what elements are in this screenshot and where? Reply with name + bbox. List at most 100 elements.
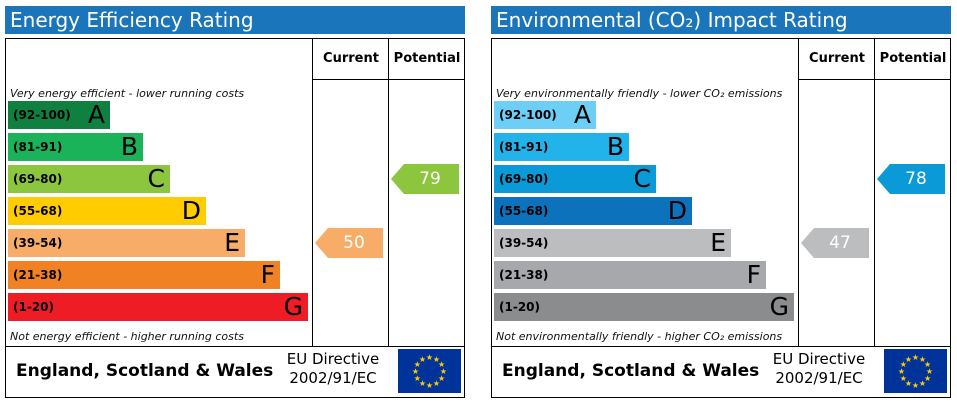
star-icon: ★ <box>433 379 440 388</box>
current-column-header: Current <box>809 51 865 66</box>
star-icon: ★ <box>419 379 426 388</box>
footer-country: England, Scotland & Wales <box>16 361 274 381</box>
potential-rating-value: 78 <box>905 169 927 189</box>
band-range-label: (55-68) <box>13 204 63 218</box>
directive-line-1: EU Directive <box>286 350 380 368</box>
star-icon: ★ <box>900 374 907 383</box>
current-arrow-shape <box>315 228 383 258</box>
star-icon: ★ <box>919 355 926 364</box>
header-divider <box>799 79 951 80</box>
environmental-impact-chart: Environmental (CO₂) Impact Rating Curren… <box>491 6 957 398</box>
band-letter: G <box>769 292 789 321</box>
star-icon: ★ <box>414 374 421 383</box>
band-range-label: (92-100) <box>13 108 71 122</box>
star-icon: ★ <box>919 379 926 388</box>
rating-band-c: (69-80) C <box>494 165 656 193</box>
star-icon: ★ <box>438 374 445 383</box>
current-rating-arrow: 50 <box>315 228 383 258</box>
rating-band-e: (39-54) E <box>8 229 245 257</box>
footer-directive: EU Directive 2002/91/EC <box>764 350 874 388</box>
rating-band-g: (1-20) G <box>8 293 308 321</box>
potential-column-header: Potential <box>393 51 461 66</box>
band-range-label: (55-68) <box>499 204 549 218</box>
band-range-label: (81-91) <box>499 140 549 154</box>
band-letter: E <box>224 228 240 257</box>
eu-flag-icon: ★ ★ ★ ★ ★ ★ ★ ★ ★ ★ ★ ★ <box>884 349 947 393</box>
star-icon: ★ <box>440 367 447 376</box>
band-range-label: (69-80) <box>499 172 549 186</box>
directive-line-1: EU Directive <box>772 350 866 368</box>
star-icon: ★ <box>426 353 433 362</box>
band-range-label: (39-54) <box>499 236 549 250</box>
band-letter: B <box>606 132 624 161</box>
star-icon: ★ <box>438 360 445 369</box>
star-icon: ★ <box>905 379 912 388</box>
chart-frame: Current Potential Very environmentally f… <box>491 38 951 398</box>
band-letter: C <box>633 164 651 193</box>
top-note: Very environmentally friendly - lower CO… <box>496 87 783 100</box>
rating-band-b: (81-91) B <box>494 133 629 161</box>
star-icon: ★ <box>924 360 931 369</box>
star-icon: ★ <box>905 355 912 364</box>
band-range-label: (21-38) <box>13 268 63 282</box>
band-letter: A <box>573 100 591 129</box>
rating-band-c: (69-80) C <box>8 165 170 193</box>
current-column-divider <box>798 39 799 346</box>
footer-directive: EU Directive 2002/91/EC <box>278 350 388 388</box>
potential-rating-arrow: 79 <box>391 164 459 194</box>
potential-column-divider <box>388 39 389 346</box>
star-icon: ★ <box>912 353 919 362</box>
directive-line-2: 2002/91/EC <box>775 369 863 387</box>
band-range-label: (1-20) <box>13 300 54 314</box>
band-letter: D <box>181 196 201 225</box>
band-range-label: (39-54) <box>13 236 63 250</box>
band-letter: D <box>667 196 687 225</box>
star-icon: ★ <box>900 360 907 369</box>
rating-band-e: (39-54) E <box>494 229 731 257</box>
potential-arrow-shape <box>877 164 945 194</box>
band-letter: C <box>147 164 165 193</box>
rating-band-a: (92-100) A <box>494 101 596 129</box>
bottom-note: Not environmentally friendly - higher CO… <box>496 330 783 343</box>
star-icon: ★ <box>433 355 440 364</box>
chart-title: Energy Efficiency Rating <box>5 6 465 34</box>
rating-band-b: (81-91) B <box>8 133 143 161</box>
band-letter: A <box>87 100 105 129</box>
footer-divider <box>6 346 464 347</box>
band-letter: F <box>260 260 275 289</box>
header-divider <box>313 79 465 80</box>
band-range-label: (21-38) <box>499 268 549 282</box>
star-icon: ★ <box>898 367 905 376</box>
eu-flag-icon: ★ ★ ★ ★ ★ ★ ★ ★ ★ ★ ★ ★ <box>398 349 461 393</box>
rating-band-f: (21-38) F <box>8 261 280 289</box>
current-rating-value: 47 <box>829 233 851 253</box>
band-letter: G <box>283 292 303 321</box>
star-icon: ★ <box>924 374 931 383</box>
current-arrow-shape <box>801 228 869 258</box>
band-range-label: (92-100) <box>499 108 557 122</box>
footer-divider <box>492 346 950 347</box>
current-rating-value: 50 <box>343 233 365 253</box>
band-range-label: (81-91) <box>13 140 63 154</box>
star-icon: ★ <box>412 367 419 376</box>
star-icon: ★ <box>912 381 919 390</box>
band-letter: F <box>746 260 761 289</box>
chart-frame: Current Potential Very energy efficient … <box>5 38 465 398</box>
bottom-note: Not energy efficient - higher running co… <box>10 330 244 343</box>
energy-efficiency-chart: Energy Efficiency Rating Current Potenti… <box>5 6 473 398</box>
band-letter: E <box>710 228 726 257</box>
current-rating-arrow: 47 <box>801 228 869 258</box>
band-range-label: (69-80) <box>13 172 63 186</box>
rating-band-d: (55-68) D <box>8 197 206 225</box>
band-letter: B <box>120 132 138 161</box>
top-note: Very energy efficient - lower running co… <box>10 87 245 100</box>
potential-column-divider <box>874 39 875 346</box>
potential-column-header: Potential <box>879 51 947 66</box>
star-icon: ★ <box>419 355 426 364</box>
potential-arrow-shape <box>391 164 459 194</box>
current-column-header: Current <box>323 51 379 66</box>
star-icon: ★ <box>414 360 421 369</box>
rating-band-d: (55-68) D <box>494 197 692 225</box>
directive-line-2: 2002/91/EC <box>289 369 377 387</box>
current-column-divider <box>312 39 313 346</box>
